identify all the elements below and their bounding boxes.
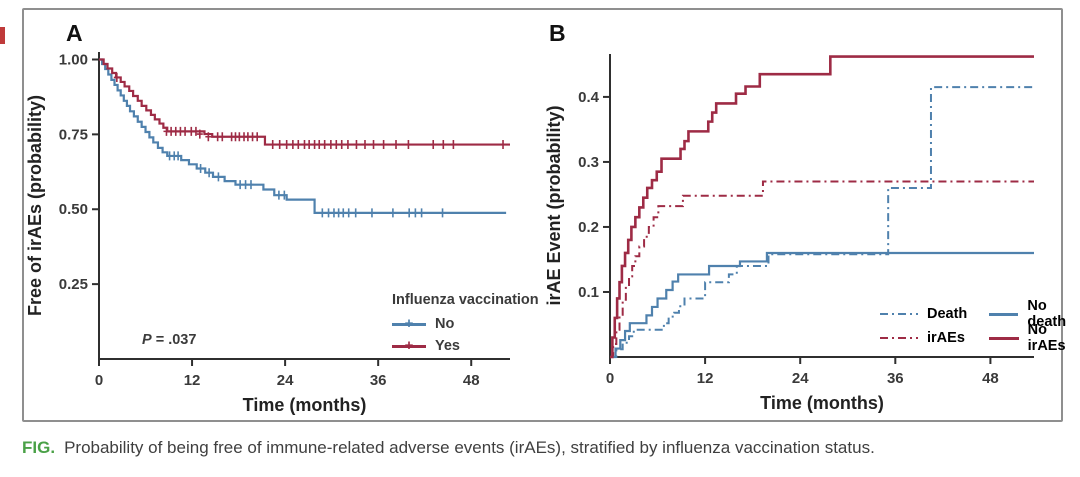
legend-item-no-iraes: No irAEs <box>989 322 1075 354</box>
legend-line-iraes <box>880 336 918 340</box>
legend-line-no-iraes <box>989 336 1019 340</box>
series-no <box>99 58 507 214</box>
series-no-death <box>610 251 1034 359</box>
y-tick-label: 0.50 <box>59 201 88 218</box>
p-value-annotation: P = .037 <box>142 332 196 348</box>
y-axis-title: irAE Event (probability) <box>544 105 564 305</box>
red-edge-mark <box>0 27 5 44</box>
series-death <box>610 86 1034 358</box>
x-tick-label: 48 <box>463 372 480 389</box>
x-tick-label: 36 <box>887 370 904 387</box>
legend-label: No <box>435 316 455 332</box>
panel-b-chart: 0 12 24 36 48 0.1 0.2 0.3 0.4 Time (months) irAE E… <box>544 54 1034 413</box>
y-tick-label: 0.3 <box>578 154 599 171</box>
legend-line-no: + <box>392 316 426 331</box>
caption-fig-label: FIG. <box>22 438 56 457</box>
x-tick-label: 48 <box>982 370 999 387</box>
x-tick-label: 36 <box>370 372 387 389</box>
panel-a-label: A <box>66 20 83 46</box>
y-tick-label: 0.2 <box>578 219 599 236</box>
legend-line-no-death <box>989 312 1019 316</box>
legend-item-iraes: irAEs <box>880 328 967 348</box>
legend-line-yes: + <box>392 338 426 353</box>
legend-item-yes: + Yes <box>392 335 539 357</box>
figure-panel-box: 0 12 24 36 48 0.25 0.50 0.75 1.00 Time (months) Fr… <box>22 8 1066 422</box>
y-tick-label: 0.75 <box>59 126 88 143</box>
x-tick-label: 0 <box>606 370 614 387</box>
legend-label: Yes <box>435 338 460 354</box>
figure-caption: FIG. Probability of being free of immune-… <box>22 438 1062 458</box>
y-tick-label: 0.4 <box>578 89 600 106</box>
y-tick-label: 0.1 <box>578 284 599 301</box>
legend-label: irAEs <box>927 330 965 346</box>
legend-item-no: + No <box>392 313 539 335</box>
x-tick-label: 12 <box>697 370 714 387</box>
panel-b-legend: Death No death irAEs No irAEs <box>880 298 1075 354</box>
series-no-iraes <box>610 55 1034 359</box>
y-tick-label: 0.25 <box>59 276 88 293</box>
panel-a-legend: Influenza vaccination + No + Yes <box>392 292 539 357</box>
legend-item-death: Death <box>880 304 967 324</box>
panel-b-label: B <box>549 20 566 46</box>
panel-a-chart: 0 12 24 36 48 0.25 0.50 0.75 1.00 Time (months) Fr… <box>25 51 510 415</box>
x-tick-label: 24 <box>792 370 809 387</box>
x-tick-label: 12 <box>184 372 201 389</box>
censor-marks-no <box>166 151 446 218</box>
legend-title: Influenza vaccination <box>392 292 539 308</box>
legend-label: No irAEs <box>1027 322 1066 354</box>
legend-label: Death <box>927 306 968 322</box>
x-axis-title: Time (months) <box>243 395 367 415</box>
p-value-prefix: P <box>142 332 152 348</box>
x-axis-title: Time (months) <box>760 393 884 413</box>
legend-item-no-death: No death <box>989 298 1075 330</box>
y-tick-label: 1.00 <box>59 51 88 68</box>
caption-text: Probability of being free of immune-rela… <box>64 438 875 457</box>
y-axis-title: Free of irAEs (probability) <box>25 95 45 316</box>
x-tick-label: 0 <box>95 372 103 389</box>
series-iraes <box>610 180 1034 358</box>
censor-marks-yes <box>113 72 507 150</box>
legend-line-death <box>880 312 918 316</box>
censor-plus-icon: + <box>404 314 414 332</box>
x-tick-label: 24 <box>277 372 294 389</box>
censor-plus-icon: + <box>404 336 414 354</box>
p-value-text: = .037 <box>151 332 197 348</box>
legend-label: No death <box>1027 298 1067 330</box>
series-yes <box>99 58 510 146</box>
